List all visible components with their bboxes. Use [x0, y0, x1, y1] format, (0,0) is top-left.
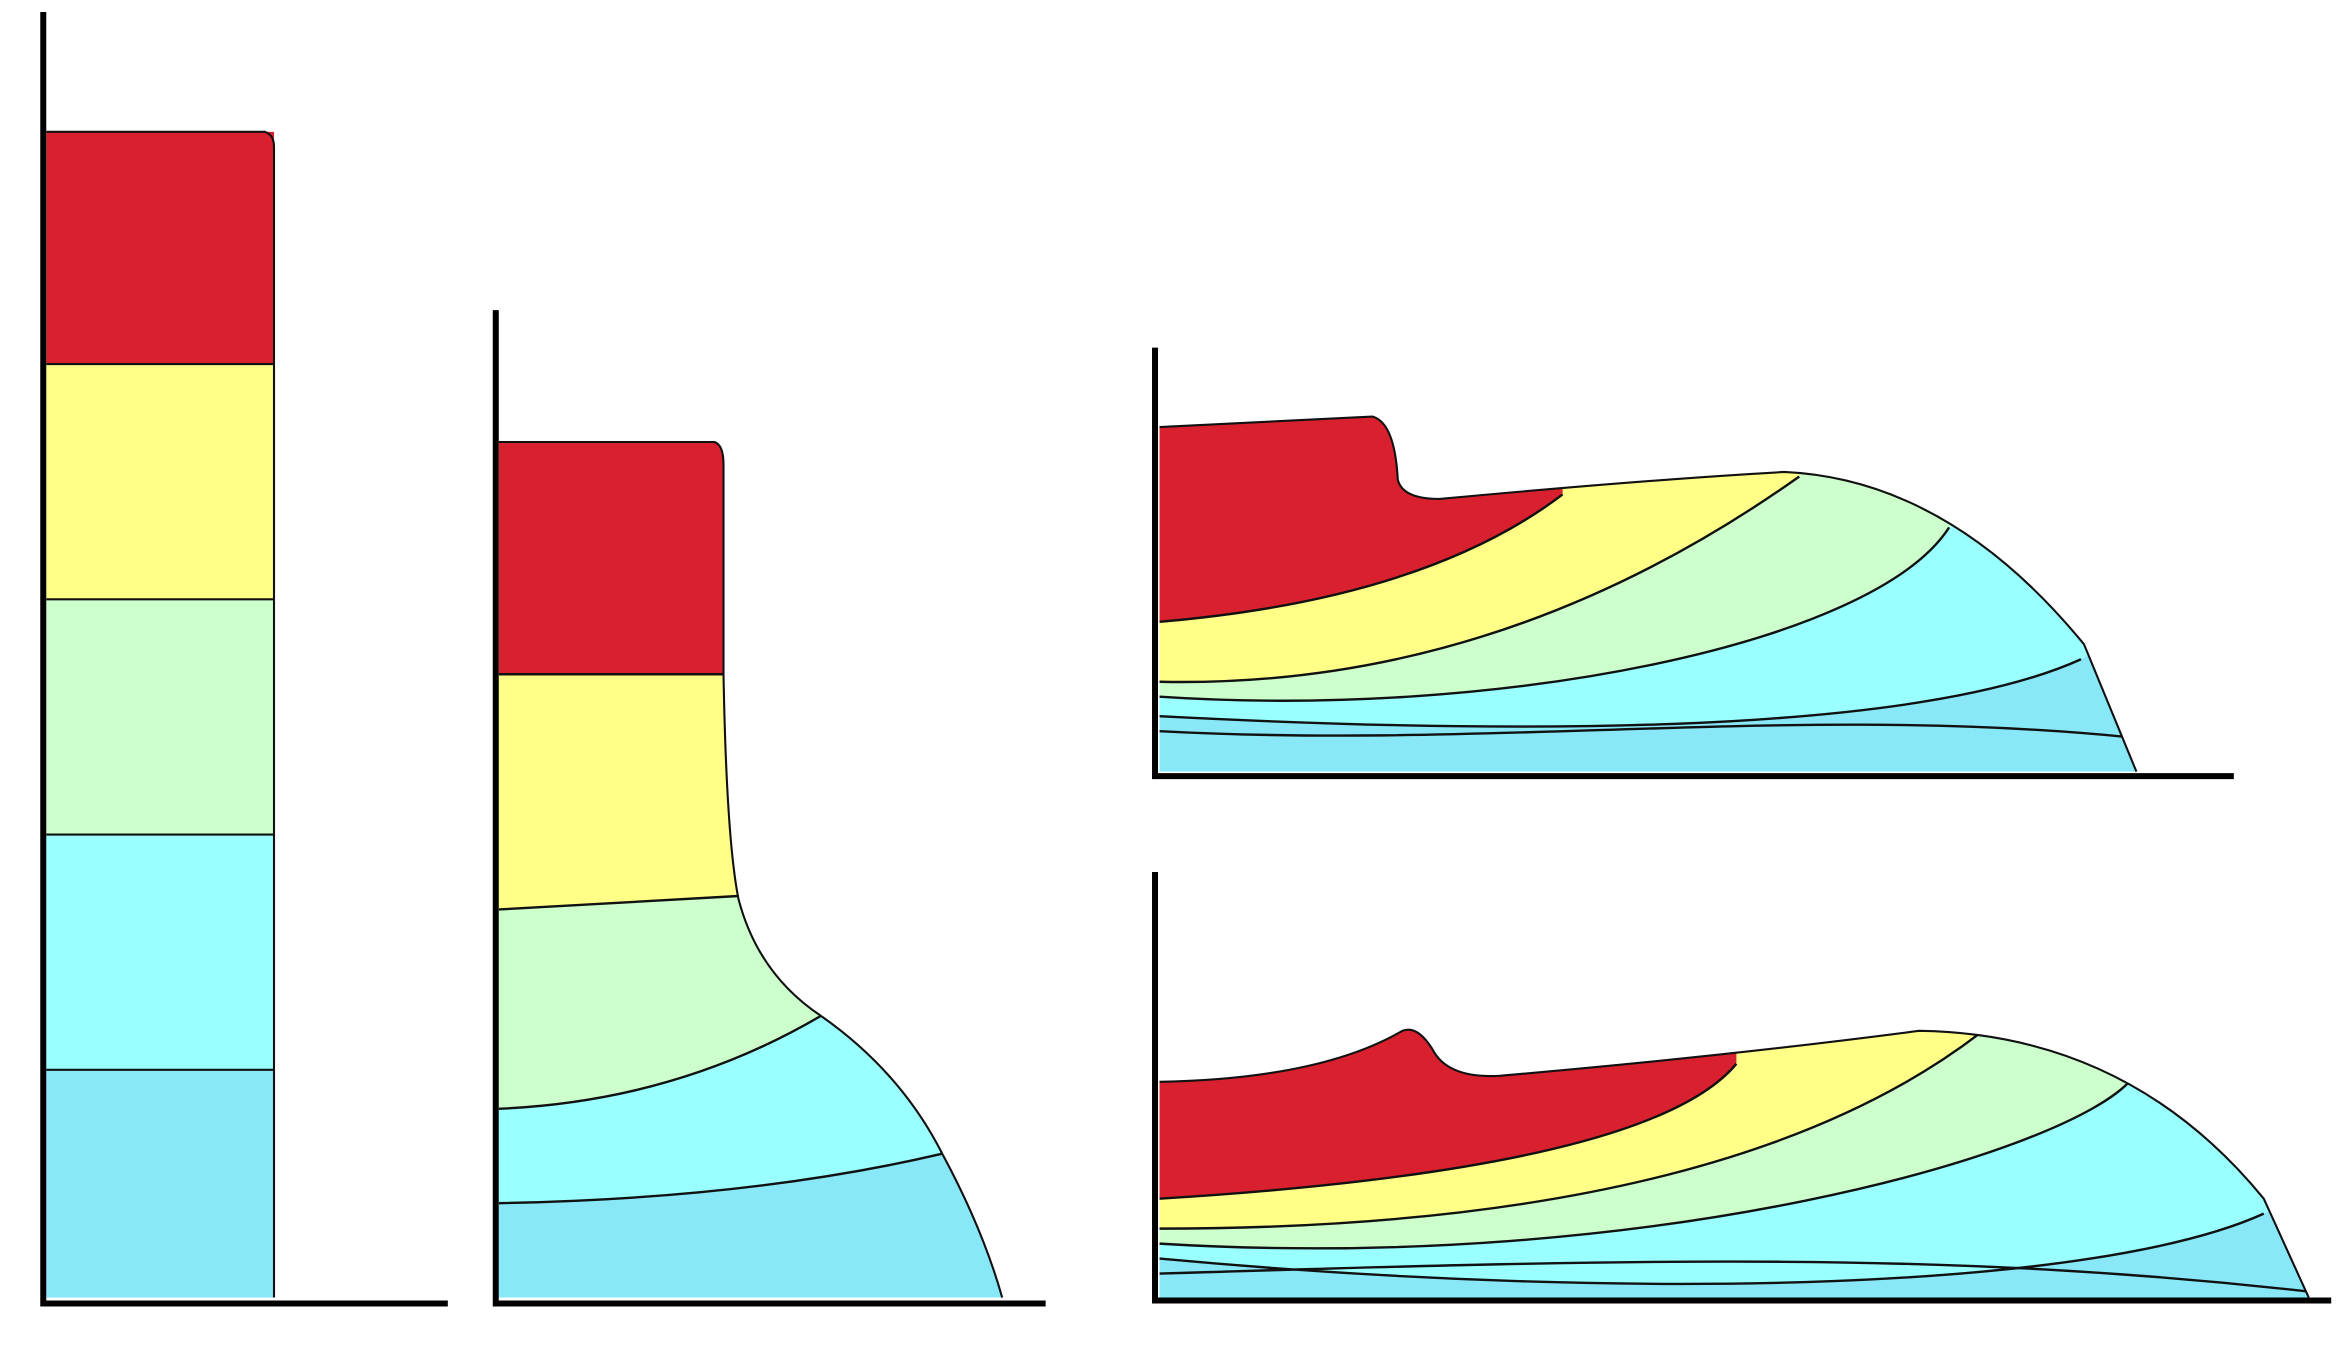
axes	[1152, 872, 2332, 1304]
boundaries	[498, 673, 943, 1205]
boundaries	[1159, 475, 2130, 739]
layer-red	[46, 131, 275, 365]
outline	[498, 440, 1004, 1298]
outline	[1159, 415, 2138, 773]
axes	[1152, 347, 2234, 780]
layer-blue	[46, 1069, 275, 1298]
layer-green	[46, 599, 275, 835]
panel-column	[40, 11, 448, 1307]
axes	[492, 310, 1046, 1307]
panel-early	[492, 310, 1046, 1307]
boundaries	[1159, 1032, 2309, 1293]
boundaries	[46, 130, 276, 1298]
layer-yellow	[46, 364, 275, 600]
layer-red	[498, 442, 1003, 675]
panel-late	[1152, 872, 2332, 1304]
outline	[1159, 1028, 2310, 1298]
layer-cyan	[46, 834, 275, 1070]
axes	[40, 11, 448, 1307]
panel-mid	[1152, 347, 2234, 780]
